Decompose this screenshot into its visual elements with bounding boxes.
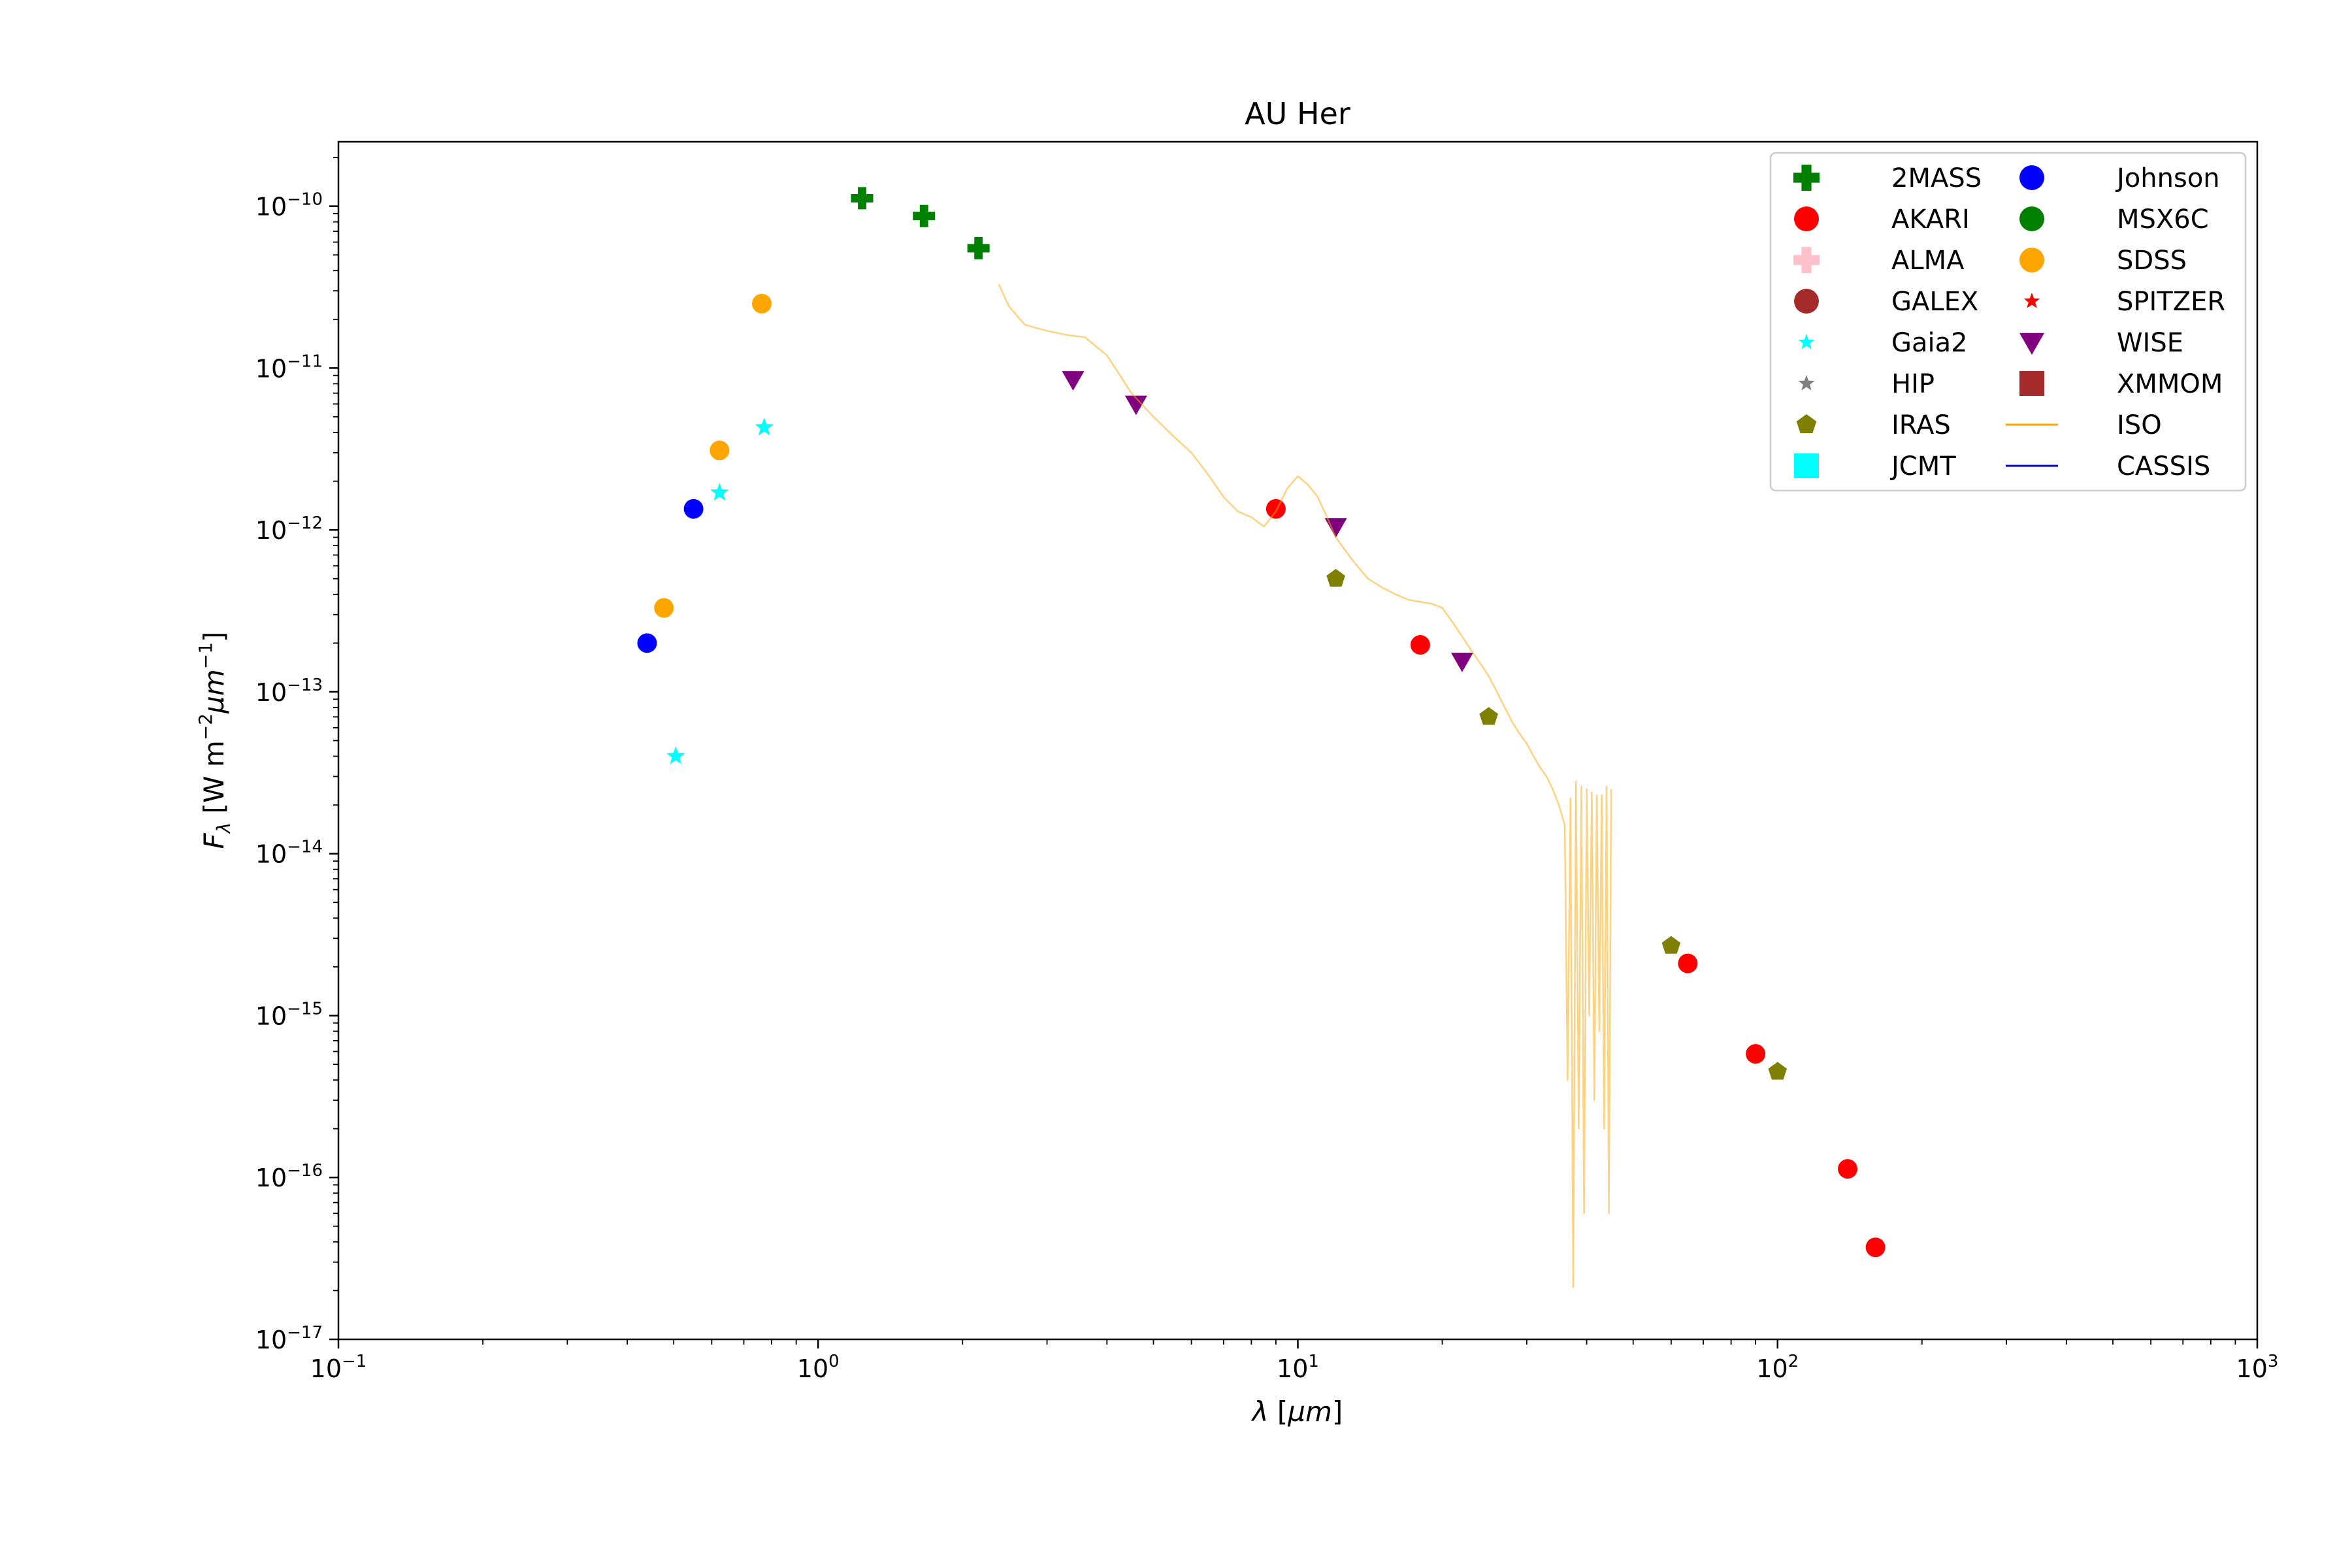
point-wise-2 (1124, 395, 1147, 416)
legend-swatch-2mass (1793, 165, 1820, 191)
x-axis-label: λ [μm] (1251, 1396, 1343, 1428)
legend-swatch-iras (1796, 414, 1817, 433)
y-tick-label-8: 10−10 (255, 190, 323, 221)
legend-swatch-galex (1794, 289, 1819, 314)
point-2mass-3 (967, 237, 990, 259)
legend-label-johnson: Johnson (2115, 163, 2220, 193)
legend-label-iras: IRAS (1891, 410, 1951, 440)
x-tick-label-1: 10−1 (310, 1352, 367, 1383)
legend-label-xmmom: XMMOM (2117, 369, 2223, 399)
legend-label-alma: ALMA (1891, 246, 1965, 276)
legend-box (1769, 152, 2247, 492)
legend-swatch-johnson (2019, 165, 2044, 190)
y-tick-label-6: 10−12 (255, 514, 323, 545)
point-sdss-3 (751, 293, 772, 314)
point-2mass-2 (913, 204, 936, 227)
legend-swatch-alma (1793, 247, 1820, 273)
y-tick-label-7: 10−11 (255, 351, 323, 383)
point-johnson-1 (637, 633, 657, 653)
point-iras-1 (1326, 568, 1345, 587)
legend: 2MASS AKARI ALMA GALEX Gaia2 HIP IRAS JCMT Johns… (1769, 152, 2247, 492)
point-2mass-1 (851, 187, 874, 210)
point-wise-4 (1450, 653, 1473, 672)
point-akari-6 (1865, 1237, 1886, 1258)
legend-swatch-msx6c (2019, 206, 2044, 231)
legend-swatch-xmmom (2019, 371, 2044, 396)
y-tick-label-2: 10−16 (255, 1161, 323, 1192)
legend-swatch-gaia2 (1798, 334, 1815, 350)
legend-label-msx6c: MSX6C (2117, 204, 2209, 235)
legend-label-sdss: SDSS (2117, 246, 2187, 276)
legend-label-wise: WISE (2117, 328, 2183, 358)
y-tick-label-3: 10−15 (255, 999, 323, 1030)
legend-swatch-hip (1798, 375, 1815, 391)
point-iras-2 (1479, 707, 1498, 725)
legend-label-hip: HIP (1891, 369, 1935, 399)
y-tick-label-1: 10−17 (255, 1323, 323, 1354)
legend-swatch-jcmt (1794, 453, 1819, 478)
legend-swatch-sdss (2019, 248, 2044, 272)
point-sdss-2 (710, 440, 730, 461)
plot-layer (637, 187, 1886, 1288)
point-wise-1 (1062, 371, 1085, 391)
x-tick-label-2: 100 (797, 1352, 840, 1383)
y-tick-label-5: 10−13 (255, 676, 323, 707)
x-tick-label-5: 103 (2236, 1352, 2279, 1383)
legend-label-akari: AKARI (1891, 204, 1970, 235)
y-axis-label: Fλ [W m−2μm−1] (195, 632, 235, 849)
legend-swatch-akari (1794, 206, 1819, 231)
legend-swatch-wise (2019, 333, 2044, 355)
x-tick-label-3: 101 (1277, 1352, 1319, 1383)
legend-swatch-spitzer (2023, 293, 2040, 308)
point-akari-2 (1410, 635, 1430, 655)
legend-label-jcmt: JCMT (1889, 451, 1956, 482)
series-line-iso (998, 284, 1612, 1288)
axes-layer: 10−1 100 101 102 103 10−17 10−16 10−15 10−14 10−1… (255, 157, 2279, 1383)
point-iras-3 (1661, 936, 1681, 954)
point-iras-4 (1768, 1062, 1788, 1080)
point-akari-1 (1266, 498, 1286, 519)
point-gaia2-2 (710, 483, 729, 501)
legend-label-gaia2: Gaia2 (1891, 328, 1968, 358)
legend-label-iso: ISO (2117, 410, 2162, 440)
point-akari-3 (1678, 953, 1698, 973)
legend-label-2mass: 2MASS (1891, 163, 1982, 193)
x-tick-label-4: 102 (1756, 1352, 1799, 1383)
point-gaia2-1 (666, 746, 685, 764)
y-tick-label-4: 10−14 (255, 838, 323, 869)
chart-title: AU Her (1245, 96, 1350, 131)
point-johnson-2 (683, 498, 704, 519)
point-akari-4 (1746, 1044, 1766, 1064)
point-sdss-1 (654, 598, 674, 618)
legend-label-spitzer: SPITZER (2117, 287, 2225, 317)
point-gaia2-3 (755, 417, 774, 436)
point-akari-5 (1838, 1159, 1858, 1179)
legend-label-cassis: CASSIS (2117, 451, 2210, 482)
legend-label-galex: GALEX (1891, 287, 1978, 317)
